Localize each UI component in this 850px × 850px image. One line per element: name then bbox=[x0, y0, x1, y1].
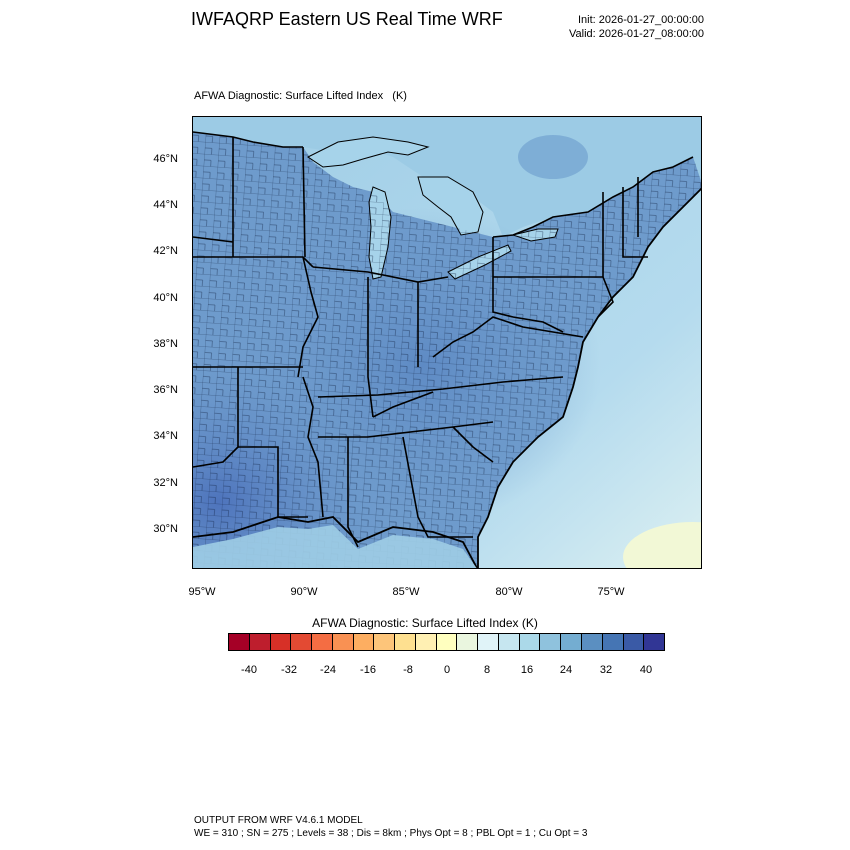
colorbar-swatch bbox=[623, 634, 645, 650]
colorbar-title: AFWA Diagnostic: Surface Lifted Index (K… bbox=[312, 616, 538, 630]
colorbar-label: 24 bbox=[559, 664, 573, 676]
colorbar-swatch bbox=[395, 634, 416, 650]
colorbar-swatch bbox=[291, 634, 313, 650]
colorbar-label: -8 bbox=[403, 664, 413, 676]
colorbar-swatch bbox=[415, 634, 437, 650]
lifted-index-map bbox=[192, 116, 702, 569]
init-time: Init: 2026-01-27_00:00:00 bbox=[578, 14, 704, 26]
colorbar-swatch bbox=[374, 634, 396, 650]
colorbar-label: 16 bbox=[520, 664, 534, 676]
colorbar-swatch bbox=[249, 634, 271, 650]
lat-label: 30°N bbox=[153, 523, 178, 535]
lon-label: 90°W bbox=[290, 586, 318, 598]
lon-label: 85°W bbox=[392, 586, 420, 598]
colorbar-swatch bbox=[270, 634, 292, 650]
map-title: AFWA Diagnostic: Surface Lifted Index (K… bbox=[194, 90, 407, 102]
valid-time: Valid: 2026-01-27_08:00:00 bbox=[569, 28, 704, 40]
lon-label: 95°W bbox=[188, 586, 216, 598]
colorbar-swatch bbox=[498, 634, 520, 650]
colorbar-swatch bbox=[540, 634, 562, 650]
colorbar-swatch bbox=[457, 634, 479, 650]
canada-border bbox=[193, 131, 694, 238]
lat-label: 46°N bbox=[153, 153, 178, 165]
colorbar-swatch bbox=[478, 634, 499, 650]
colorbar-swatch bbox=[582, 634, 603, 650]
gulf-coast bbox=[193, 516, 478, 568]
lon-label: 80°W bbox=[495, 586, 523, 598]
gulf-water bbox=[193, 525, 477, 568]
colorbar-swatch bbox=[312, 634, 333, 650]
lat-label: 32°N bbox=[153, 477, 178, 489]
colorbar-label: 32 bbox=[599, 664, 613, 676]
colorbar-swatch bbox=[332, 634, 354, 650]
colorbar-label: 40 bbox=[639, 664, 653, 676]
coastline bbox=[477, 187, 701, 568]
lat-label: 40°N bbox=[153, 292, 178, 304]
colorbar-swatch bbox=[519, 634, 541, 650]
colorbar-swatch bbox=[602, 634, 624, 650]
lat-label: 34°N bbox=[153, 430, 178, 442]
footer-model-line: OUTPUT FROM WRF V4.6.1 MODEL bbox=[194, 815, 363, 826]
page-title: IWFAQRP Eastern US Real Time WRF bbox=[191, 9, 503, 29]
colorbar-swatch bbox=[436, 634, 458, 650]
lat-label: 44°N bbox=[153, 199, 178, 211]
colorbar-swatch bbox=[353, 634, 375, 650]
colorbar-label: 0 bbox=[443, 664, 451, 676]
lat-label: 36°N bbox=[153, 384, 178, 396]
footer-config-line: WE = 310 ; SN = 275 ; Levels = 38 ; Dis … bbox=[194, 828, 588, 839]
colorbar-swatch bbox=[229, 634, 250, 650]
colorbar-label: -40 bbox=[241, 664, 257, 676]
lon-label: 75°W bbox=[597, 586, 625, 598]
lat-label: 42°N bbox=[153, 245, 178, 257]
lake-superior bbox=[307, 136, 430, 168]
colorbar-label: -24 bbox=[320, 664, 336, 676]
colorbar-label: -16 bbox=[360, 664, 376, 676]
colorbar-label: 8 bbox=[483, 664, 491, 676]
colorbar-label: -32 bbox=[281, 664, 297, 676]
colorbar-swatch bbox=[561, 634, 583, 650]
state-boundaries bbox=[193, 137, 648, 548]
colorbar bbox=[228, 633, 665, 651]
lat-label: 38°N bbox=[153, 338, 178, 350]
colorbar-swatch bbox=[644, 634, 665, 650]
